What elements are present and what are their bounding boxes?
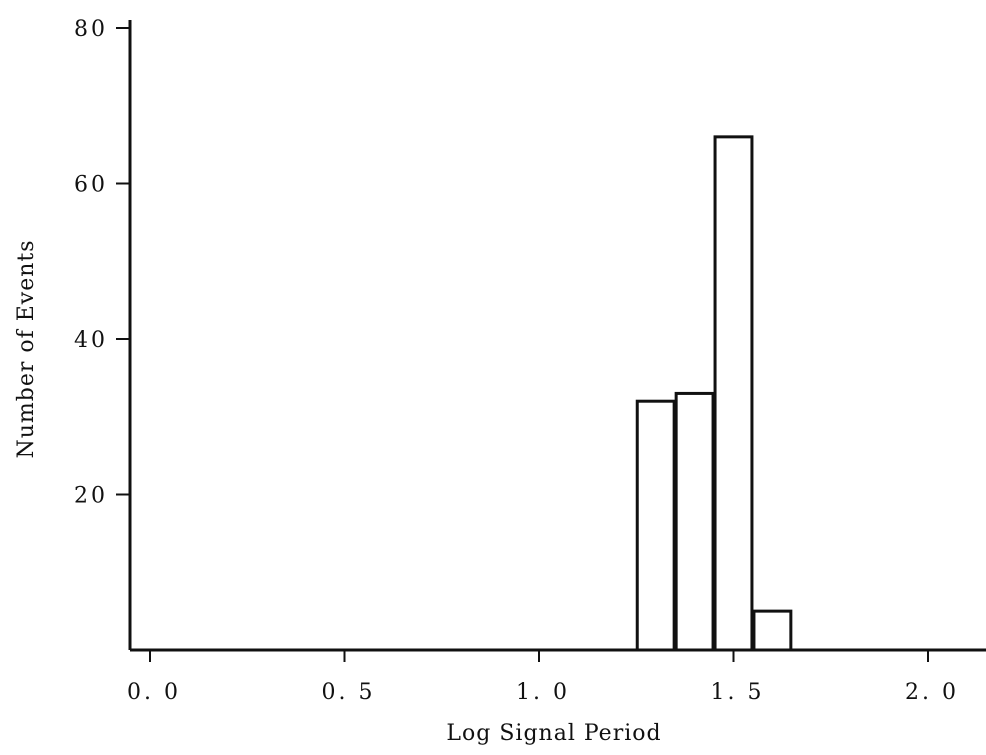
y-tick-label: 60 [74,173,108,198]
histogram-bar-4 [752,609,793,652]
x-tick-label: 0. 5 [322,680,376,705]
x-tick-label: 1. 0 [516,680,570,705]
ticks-layer: 0. 0 0. 5 1. 0 1. 5 2. 0 20 40 60 80 [74,17,959,705]
axes-layer [128,20,986,652]
x-tick-label: 1. 5 [711,680,765,705]
bars-layer [635,135,793,652]
y-tick-label: 20 [74,484,108,509]
histogram-bar-2 [674,391,715,652]
histogram-bar-3 [713,135,754,652]
x-tick-label: 0. 0 [127,680,181,705]
y-tick-label: 80 [74,17,108,42]
y-axis-title: Number of Events [14,239,39,458]
y-tick-label: 40 [74,328,108,353]
histogram-bar-1 [635,399,676,652]
x-axis-title: Log Signal Period [446,721,661,746]
x-tick-label: 2. 0 [905,680,959,705]
